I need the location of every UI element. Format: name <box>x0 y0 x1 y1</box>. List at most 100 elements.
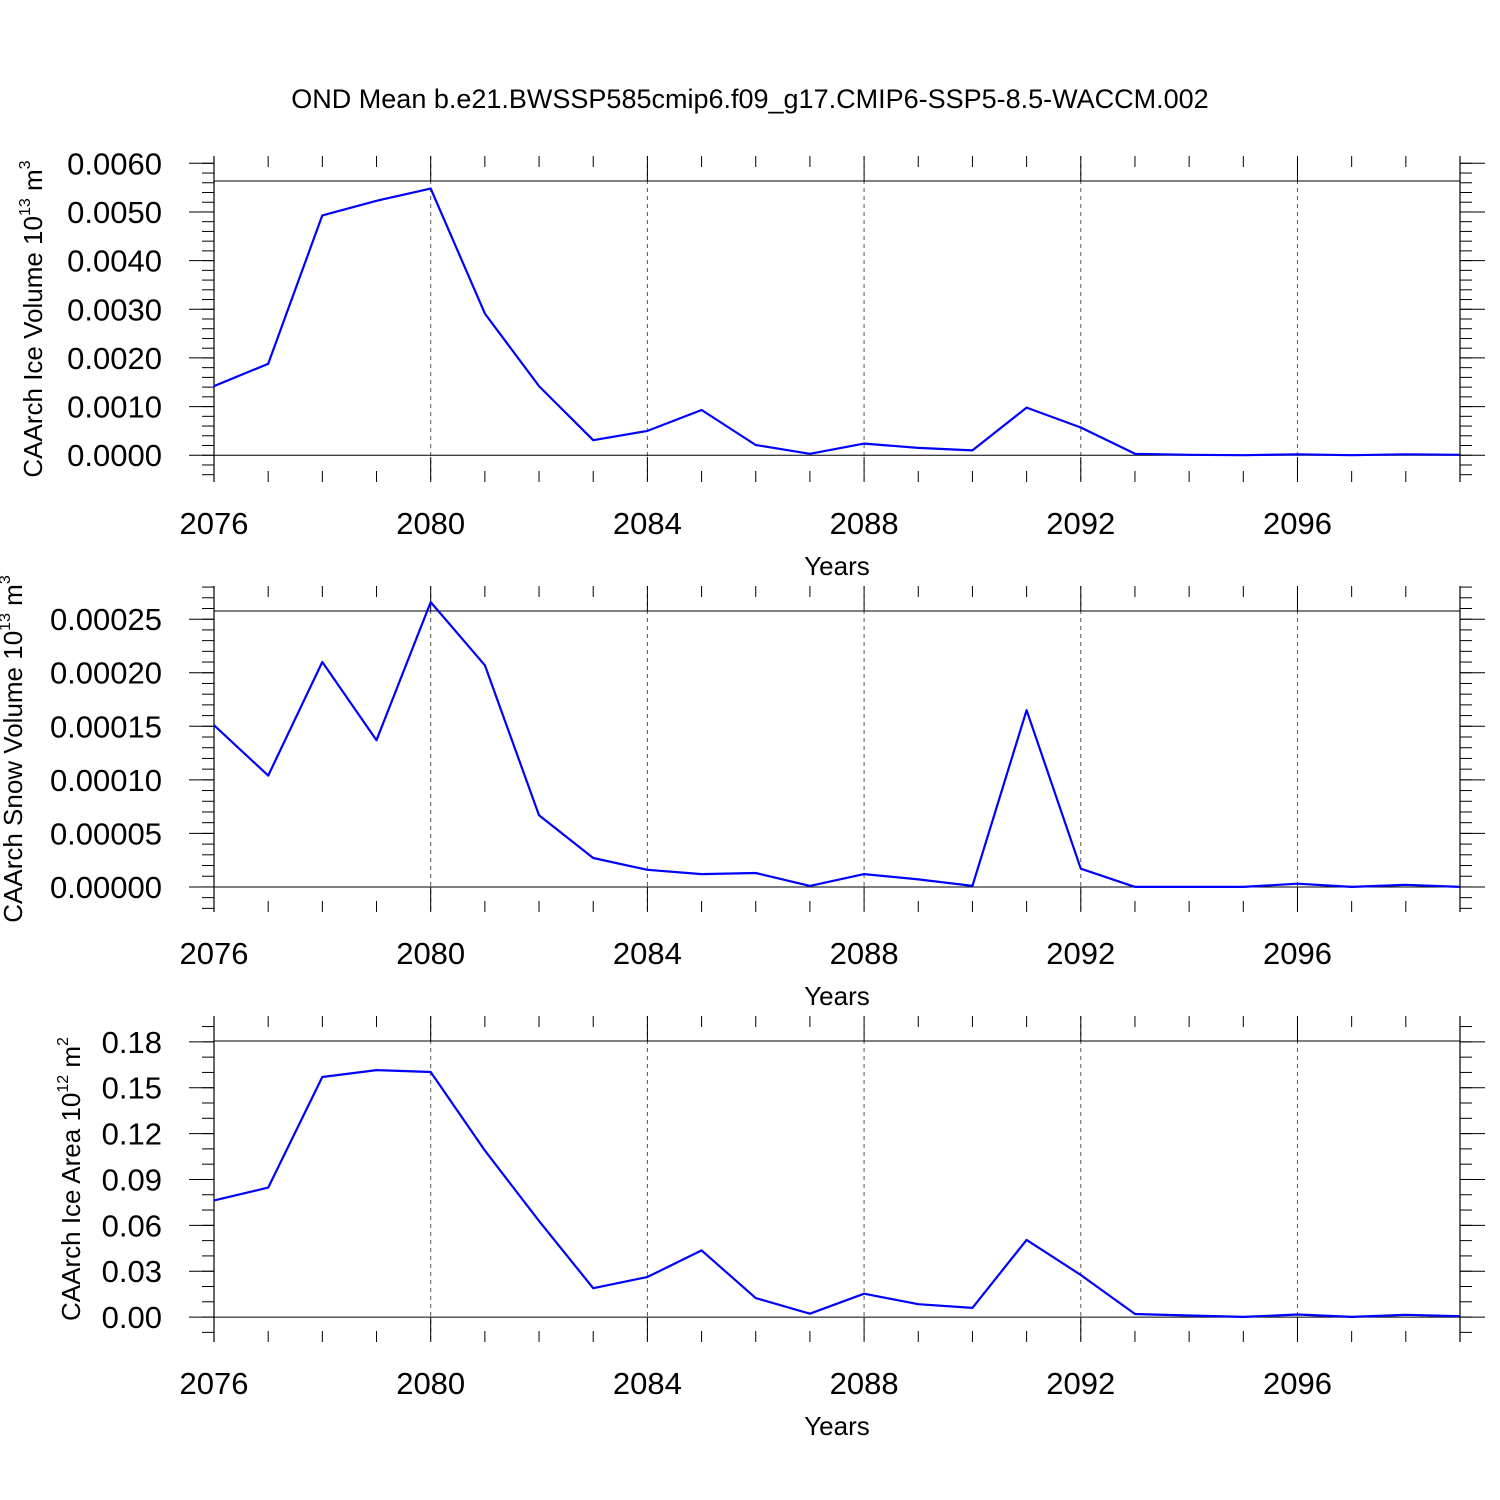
data-point <box>645 429 649 433</box>
data-point <box>320 660 324 664</box>
data-point <box>1458 453 1462 457</box>
series-line <box>213 600 1461 889</box>
data-point <box>1295 882 1299 886</box>
data-point <box>375 1068 379 1072</box>
chart-panel-2: 2076 2080 2084 2088 2092 2096 0.00000 0.00005 0.… <box>0 575 1485 1011</box>
x-tick-label: 2080 <box>396 936 465 971</box>
y-axis-title-unit-exponent: 3 <box>0 575 14 584</box>
data-point <box>591 438 595 442</box>
data-point <box>754 443 758 447</box>
x-tick-label: 2096 <box>1263 936 1332 971</box>
y-axis-title-space <box>56 1068 86 1075</box>
y-tick-label: 0.09 <box>102 1162 162 1197</box>
data-point <box>1350 885 1354 889</box>
data-point <box>429 600 433 604</box>
data-point <box>375 199 379 203</box>
data-point <box>700 872 704 876</box>
y-axis-title-unit: m <box>0 584 28 606</box>
x-tick-label: 2096 <box>1263 1366 1332 1401</box>
y-tick-label: 0.00 <box>102 1300 162 1335</box>
y-axis-title-exponent: 12 <box>55 1075 72 1093</box>
y-tick-label: 0.0010 <box>67 390 162 425</box>
data-point <box>591 1286 595 1290</box>
data-point <box>1133 885 1137 889</box>
data-point <box>429 1070 433 1074</box>
data-point <box>375 738 379 742</box>
y-axis-title-text: CAArch Ice Area 10 <box>56 1093 86 1321</box>
data-point <box>212 723 216 727</box>
y-axis-title-unit: m <box>18 169 48 191</box>
data-point <box>483 312 487 316</box>
data-point <box>862 872 866 876</box>
data-point <box>320 213 324 217</box>
data-point <box>1458 1314 1462 1318</box>
data-point <box>645 868 649 872</box>
y-axis-title-exponent: 13 <box>0 613 14 631</box>
data-point <box>970 448 974 452</box>
data-point <box>808 884 812 888</box>
data-point <box>1025 1238 1029 1242</box>
data-point <box>1404 1313 1408 1317</box>
data-point <box>754 871 758 875</box>
data-point <box>862 442 866 446</box>
y-tick-label: 0.00005 <box>50 816 162 851</box>
y-tick-label: 0.00000 <box>50 870 162 905</box>
series-line <box>213 187 1461 457</box>
x-tick-label: 2080 <box>396 1366 465 1401</box>
data-point <box>212 384 216 388</box>
x-tick-label: 2076 <box>180 506 249 541</box>
data-point <box>266 1186 270 1190</box>
y-axis-title: CAArch Ice Volume 1013 m3 <box>17 160 48 477</box>
data-point <box>1025 708 1029 712</box>
x-axis-title: Years <box>804 981 870 1011</box>
data-point <box>916 446 920 450</box>
y-tick-label: 0.0060 <box>67 146 162 181</box>
data-point <box>970 1306 974 1310</box>
y-axis-title-unit-exponent: 3 <box>17 160 34 169</box>
y-tick-label: 0.00020 <box>50 656 162 691</box>
y-tick-label: 0.0040 <box>67 244 162 279</box>
data-point <box>1025 406 1029 410</box>
data-point <box>212 1198 216 1202</box>
y-tick-label: 0.18 <box>102 1025 162 1060</box>
data-point <box>483 1149 487 1153</box>
data-point <box>808 452 812 456</box>
data-point <box>1295 1312 1299 1316</box>
y-axis-title: CAArch Ice Area 1012 m2 <box>55 1037 86 1321</box>
y-axis-title-text: CAArch Snow Volume 10 <box>0 631 28 923</box>
y-axis-title-exponent: 13 <box>17 198 34 216</box>
y-tick-label: 0.06 <box>102 1208 162 1243</box>
data-point <box>700 1248 704 1252</box>
data-point <box>808 1312 812 1316</box>
y-axis-title-space <box>0 606 28 613</box>
x-axis-title: Years <box>804 1411 870 1441</box>
x-tick-label: 2076 <box>180 1366 249 1401</box>
data-point <box>1241 453 1245 457</box>
y-tick-label: 0.00010 <box>50 763 162 798</box>
x-tick-label: 2084 <box>613 1366 682 1401</box>
data-point <box>1187 453 1191 457</box>
x-tick-label: 2080 <box>396 506 465 541</box>
data-point <box>537 384 541 388</box>
chart-panel-1: 2076 2080 2084 2088 2092 2096 0.0000 0.0010 0.00… <box>17 146 1485 581</box>
data-point <box>266 774 270 778</box>
data-point <box>700 408 704 412</box>
x-tick-label: 2096 <box>1263 506 1332 541</box>
y-axis-title-space <box>18 191 48 198</box>
data-point <box>862 1292 866 1296</box>
y-tick-label: 0.0050 <box>67 195 162 230</box>
y-tick-label: 0.03 <box>102 1254 162 1289</box>
data-point <box>320 1075 324 1079</box>
data-point <box>483 663 487 667</box>
y-tick-label: 0.00025 <box>50 602 162 637</box>
data-point <box>1187 885 1191 889</box>
y-axis-title-unit-exponent: 2 <box>55 1037 72 1046</box>
y-tick-label: 0.0020 <box>67 341 162 376</box>
y-tick-label: 0.0000 <box>67 438 162 473</box>
x-tick-label: 2088 <box>830 1366 899 1401</box>
y-tick-label: 0.12 <box>102 1117 162 1152</box>
y-tick-label: 0.0030 <box>67 292 162 327</box>
x-tick-label: 2076 <box>180 936 249 971</box>
series-line <box>213 1068 1461 1319</box>
